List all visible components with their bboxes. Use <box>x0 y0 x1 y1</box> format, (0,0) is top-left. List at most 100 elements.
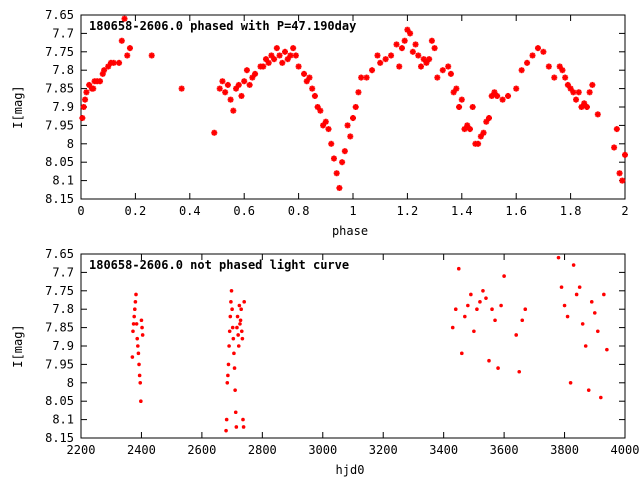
unphased-data-point <box>231 336 236 341</box>
phased-data-point <box>374 52 381 59</box>
unphased-x-tick-label: 3800 <box>550 443 579 457</box>
unphased-data-point <box>453 307 458 312</box>
phased-y-tick-label: 7.85 <box>45 82 74 96</box>
unphased-data-point <box>599 395 603 400</box>
phased-data-point <box>80 104 87 110</box>
unphased-data-point <box>490 307 494 312</box>
unphased-x-tick-label: 2800 <box>248 443 277 457</box>
phased-data-point <box>121 15 128 22</box>
phased-data-point <box>352 104 359 110</box>
phased-y-tick-label: 7.65 <box>45 8 74 22</box>
unphased-data-point <box>580 322 585 326</box>
unphased-data-point <box>137 362 141 367</box>
phased-data-point <box>564 81 571 88</box>
unphased-data-point <box>520 318 525 323</box>
phased-data-point <box>246 81 253 88</box>
phased-data-point <box>311 92 318 99</box>
unphased-data-point <box>484 296 488 300</box>
unphased-data-point <box>132 314 136 319</box>
phased-data-point <box>401 37 408 44</box>
unphased-y-tick-label: 7.95 <box>45 357 74 371</box>
phased-data-point <box>396 63 403 70</box>
unphased-data-point <box>592 311 597 315</box>
phased-data-point <box>480 129 487 136</box>
phased-data-point <box>505 92 512 99</box>
unphased-data-point <box>493 318 497 323</box>
phased-data-point <box>358 74 365 81</box>
unphased-data-point <box>233 388 237 392</box>
phased-data-point <box>393 41 400 48</box>
phased-data-point <box>469 104 476 110</box>
phased-y-tick-label: 7.7 <box>52 26 74 40</box>
unphased-data-point <box>499 303 503 308</box>
unphased-data-point <box>463 314 467 319</box>
unphased-data-point <box>523 307 528 312</box>
unphased-data-point <box>487 358 491 363</box>
unphased-data-point <box>571 263 576 267</box>
unphased-x-axis-label: hjd0 <box>336 463 365 477</box>
unphased-axis-ticks: 2200 2400 2600 2800 3000 3200 3400 3600 3800 4000… <box>45 247 639 457</box>
phased-data-point <box>309 85 316 92</box>
phased-data-point <box>341 148 348 155</box>
phased-x-tick-label: 1.8 <box>560 204 582 218</box>
phased-data-point <box>271 56 278 63</box>
phased-data-point <box>82 96 89 103</box>
phased-data-point <box>90 85 97 92</box>
phased-data-point <box>619 177 626 184</box>
unphased-data-point <box>133 300 138 304</box>
unphased-data-point <box>562 303 567 308</box>
unphased-data-point <box>236 344 241 348</box>
unphased-y-tick-label: 7.85 <box>45 321 74 335</box>
unphased-data-point <box>227 344 231 348</box>
phased-data-point <box>83 89 90 96</box>
phased-data-point <box>279 59 286 66</box>
phased-data-point <box>216 85 223 92</box>
unphased-data-point <box>239 329 244 334</box>
unphased-data-point <box>242 300 246 304</box>
unphased-data-point <box>135 336 140 341</box>
phased-data-point <box>260 63 267 70</box>
unphased-data-point <box>586 388 591 392</box>
unphased-data-point <box>239 307 243 312</box>
phased-data-point <box>466 126 473 133</box>
phased-data-point <box>589 81 596 88</box>
phased-x-tick-label: 1.2 <box>397 204 419 218</box>
unphased-data-point <box>139 399 143 404</box>
unphased-data-point <box>230 325 235 330</box>
unphased-data-point <box>235 325 239 330</box>
unphased-data-point <box>130 355 135 359</box>
unphased-plot-title: 180658-2606.0 not phased light curve <box>89 258 349 272</box>
unphased-data-point <box>605 347 609 352</box>
phased-data-point <box>336 184 343 191</box>
phased-data-point <box>101 67 108 74</box>
phased-y-tick-label: 8.15 <box>45 192 74 206</box>
phased-data-point <box>428 37 435 44</box>
unphased-data-point <box>238 322 242 326</box>
unphased-x-tick-label: 2600 <box>187 443 216 457</box>
unphased-y-tick-label: 7.75 <box>45 284 74 298</box>
phased-data-point <box>369 67 376 74</box>
unphased-data-point <box>229 300 233 304</box>
unphased-data-point <box>229 289 234 293</box>
phased-data-point <box>317 107 324 114</box>
phased-data-point <box>613 126 620 133</box>
phased-y-tick-label: 7.8 <box>52 63 74 77</box>
phased-data-point <box>292 52 299 59</box>
unphased-y-tick-label: 7.65 <box>45 247 74 261</box>
unphased-data-point <box>596 329 600 334</box>
unphased-data-point <box>134 322 139 326</box>
unphased-y-tick-label: 8.15 <box>45 431 74 445</box>
phased-x-tick-label: 1.4 <box>451 204 473 218</box>
phased-data-point <box>322 118 329 125</box>
unphased-data-point <box>517 369 522 374</box>
unphased-data-point <box>132 307 137 312</box>
phased-data-point <box>252 70 259 77</box>
phased-data-point <box>578 104 585 110</box>
phased-x-tick-label: 0.4 <box>179 204 201 218</box>
phased-data-point <box>355 89 362 96</box>
phased-data-point <box>556 63 563 70</box>
phased-y-tick-label: 8 <box>67 137 74 151</box>
unphased-data-point <box>472 329 476 334</box>
unphased-data-point <box>565 314 570 319</box>
